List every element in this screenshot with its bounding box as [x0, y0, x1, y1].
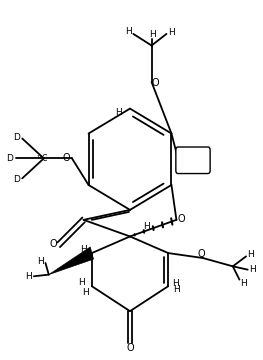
Text: H: H	[125, 27, 132, 36]
Text: O: O	[178, 214, 185, 224]
Text: H: H	[240, 279, 247, 288]
Text: H: H	[250, 265, 256, 274]
Text: D: D	[6, 154, 13, 163]
Text: H: H	[80, 245, 87, 254]
Text: O: O	[49, 239, 57, 249]
Text: O: O	[62, 153, 70, 163]
Text: D: D	[14, 133, 21, 142]
Text: H: H	[80, 254, 87, 263]
FancyBboxPatch shape	[176, 147, 210, 174]
Text: H: H	[247, 250, 254, 259]
Text: H: H	[143, 222, 150, 231]
Text: H: H	[79, 278, 85, 287]
Text: H: H	[173, 285, 180, 294]
Text: H: H	[82, 288, 89, 297]
Text: O: O	[126, 343, 134, 353]
Polygon shape	[49, 247, 93, 275]
Text: H: H	[37, 257, 44, 266]
Text: H: H	[115, 108, 122, 117]
Text: H: H	[173, 279, 179, 288]
Text: H: H	[149, 30, 156, 39]
Text: O: O	[198, 249, 205, 259]
Text: ¹³C: ¹³C	[37, 154, 48, 163]
Text: H: H	[168, 28, 175, 37]
Text: Abs: Abs	[185, 155, 203, 165]
Text: O: O	[152, 78, 159, 88]
Text: D: D	[14, 175, 21, 184]
Text: H: H	[25, 272, 32, 281]
